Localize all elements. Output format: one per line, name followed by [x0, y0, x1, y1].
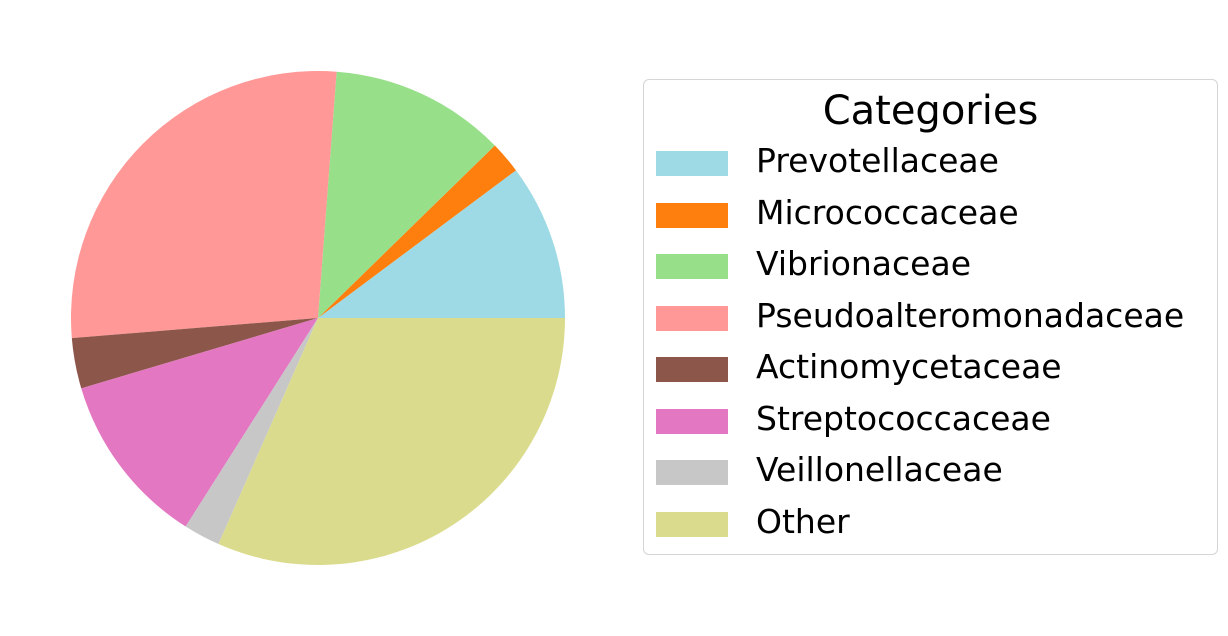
legend-title: Categories	[822, 88, 1039, 134]
legend: Categories Prevotellaceae Micrococcaceae…	[643, 79, 1218, 555]
pie-slice-other	[218, 318, 566, 565]
pie-slice-veillonellaceae	[185, 318, 318, 545]
legend-swatch	[656, 408, 728, 434]
pie-slice-micrococcaceae	[318, 145, 516, 318]
legend-swatch	[656, 460, 728, 485]
legend-swatch	[656, 202, 728, 228]
pie-slice-actinomycetaceae	[71, 318, 318, 389]
legend-swatch	[656, 511, 728, 537]
legend-label: Other	[756, 501, 850, 541]
pie-slice-prevotellaceae	[318, 170, 565, 318]
pie-slice-streptococcaceae	[81, 318, 318, 527]
legend-label: Actinomycetaceae	[756, 347, 1062, 386]
legend-swatch	[656, 357, 728, 382]
pie-slice-pseudoalteromonadaceae	[70, 70, 337, 339]
legend-label: Micrococcaceae	[756, 192, 1019, 232]
legend-label: Prevotellaceae	[756, 141, 999, 180]
legend-swatch	[656, 254, 728, 279]
legend-label: Pseudoalteromonadaceae	[756, 295, 1185, 335]
pie-slice-vibrionaceae	[318, 71, 495, 318]
legend-label: Vibrionaceae	[756, 244, 971, 283]
legend-swatch	[656, 305, 728, 331]
legend-label: Streptococcaceae	[756, 398, 1051, 438]
legend-swatch	[656, 151, 728, 176]
legend-label: Veillonellaceae	[756, 450, 1003, 489]
pie-slices	[70, 70, 566, 565]
